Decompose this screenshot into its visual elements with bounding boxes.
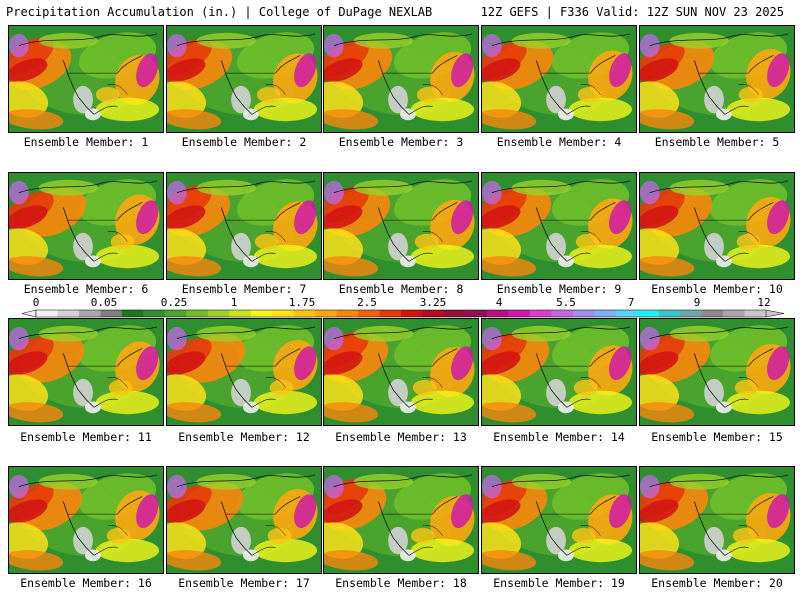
colorbar-swatch — [637, 310, 659, 317]
ensemble-member-label: Ensemble Member: 15 — [651, 430, 783, 444]
colorbar-swatch — [401, 310, 423, 317]
colorbar-tick-label: 5.5 — [556, 296, 576, 309]
ensemble-member-map — [8, 318, 164, 426]
colorbar-swatch — [422, 310, 445, 317]
ensemble-member-label: Ensemble Member: 6 — [23, 282, 149, 296]
colorbar-swatch — [465, 310, 488, 317]
ensemble-member-label: Ensemble Member: 11 — [20, 430, 152, 444]
ensemble-member-map — [323, 318, 479, 426]
ensemble-member-label: Ensemble Member: 18 — [335, 576, 467, 590]
ensemble-member-map — [323, 25, 479, 133]
colorbar-tick-label: 4 — [496, 296, 503, 309]
ensemble-member-label: Ensemble Member: 10 — [651, 282, 783, 296]
colorbar-swatch — [594, 310, 617, 317]
colorbar-min-arrow — [21, 309, 37, 318]
colorbar-swatch — [207, 310, 230, 317]
colorbar-swatch — [529, 310, 552, 317]
colorbar-swatch — [336, 310, 359, 317]
colorbar-tick-label: 0.25 — [161, 296, 188, 309]
colorbar-swatch — [701, 310, 724, 317]
ensemble-member-label: Ensemble Member: 12 — [178, 430, 310, 444]
colorbar-swatch — [272, 310, 294, 317]
ensemble-member-label: Ensemble Member: 17 — [178, 576, 310, 590]
colorbar-swatch — [508, 310, 531, 317]
ensemble-member-map — [323, 466, 479, 574]
ensemble-member-map — [166, 466, 322, 574]
colorbar-tick-label: 2.5 — [357, 296, 377, 309]
ensemble-member-map — [166, 172, 322, 280]
colorbar-swatch — [723, 310, 745, 317]
colorbar-swatch — [100, 310, 123, 317]
colorbar-swatch — [78, 310, 101, 317]
ensemble-member-map — [481, 466, 637, 574]
colorbar-tick-label: 9 — [694, 296, 701, 309]
ensemble-member-map — [166, 25, 322, 133]
colorbar-tick-label: 7 — [628, 296, 635, 309]
colorbar-swatch — [250, 310, 273, 317]
ensemble-member-label: Ensemble Member: 2 — [181, 135, 307, 149]
ensemble-member-label: Ensemble Member: 16 — [20, 576, 152, 590]
colorbar-swatch — [551, 310, 574, 317]
colorbar-swatch — [379, 310, 402, 317]
ensemble-member-label: Ensemble Member: 7 — [181, 282, 307, 296]
colorbar-tick-label: 1.75 — [289, 296, 316, 309]
run-valid-time: 12Z GEFS | F336 Valid: 12Z SUN NOV 23 20… — [480, 5, 784, 19]
ensemble-member-label: Ensemble Member: 8 — [338, 282, 464, 296]
colorbar-swatch — [229, 310, 252, 317]
ensemble-member-map — [639, 172, 795, 280]
ensemble-member-map — [639, 25, 795, 133]
colorbar-tick-label: 1 — [231, 296, 238, 309]
ensemble-member-map — [166, 318, 322, 426]
colorbar-swatch — [572, 310, 595, 317]
colorbar-swatch — [186, 310, 209, 317]
ensemble-member-map — [481, 318, 637, 426]
ensemble-member-label: Ensemble Member: 3 — [338, 135, 464, 149]
colorbar-swatch — [36, 310, 58, 317]
colorbar-swatch — [358, 310, 380, 317]
ensemble-member-map — [8, 172, 164, 280]
colorbar-tick-label: 12 — [757, 296, 770, 309]
colorbar-swatch — [121, 310, 144, 317]
colorbar-tick-label: 0 — [33, 296, 40, 309]
ensemble-member-label: Ensemble Member: 5 — [654, 135, 780, 149]
colorbar-swatch — [57, 310, 80, 317]
colorbar-swatch — [443, 310, 466, 317]
ensemble-member-map — [481, 25, 637, 133]
colorbar-swatch — [680, 310, 702, 317]
colorbar-swatch — [615, 310, 638, 317]
colorbar-swatch — [658, 310, 681, 317]
map-title: Precipitation Accumulation (in.) | Colle… — [6, 5, 433, 19]
colorbar-max-arrow — [765, 309, 785, 318]
colorbar-swatch — [315, 310, 337, 317]
colorbar-swatch — [293, 310, 316, 317]
ensemble-member-map — [481, 172, 637, 280]
colorbar-tick-label: 0.05 — [91, 296, 118, 309]
colorbar-swatch — [486, 310, 509, 317]
ensemble-member-label: Ensemble Member: 20 — [651, 576, 783, 590]
ensemble-member-label: Ensemble Member: 19 — [493, 576, 625, 590]
colorbar-swatch — [143, 310, 166, 317]
colorbar-tick-label: 3.25 — [420, 296, 447, 309]
ensemble-member-label: Ensemble Member: 9 — [496, 282, 622, 296]
ensemble-member-label: Ensemble Member: 13 — [335, 430, 467, 444]
colorbar-swatch — [744, 310, 767, 317]
ensemble-member-label: Ensemble Member: 14 — [493, 430, 625, 444]
ensemble-member-map — [323, 172, 479, 280]
ensemble-member-map — [8, 466, 164, 574]
precipitation-colorbar: 0 0.05 0.25 1 1.75 2.5 3.25 4 5.5 7 9 12 — [21, 296, 785, 318]
colorbar-swatch — [164, 310, 187, 317]
ensemble-member-label: Ensemble Member: 4 — [496, 135, 622, 149]
ensemble-member-label: Ensemble Member: 1 — [23, 135, 149, 149]
ensemble-member-map — [639, 466, 795, 574]
ensemble-member-map — [8, 25, 164, 133]
ensemble-member-map — [639, 318, 795, 426]
